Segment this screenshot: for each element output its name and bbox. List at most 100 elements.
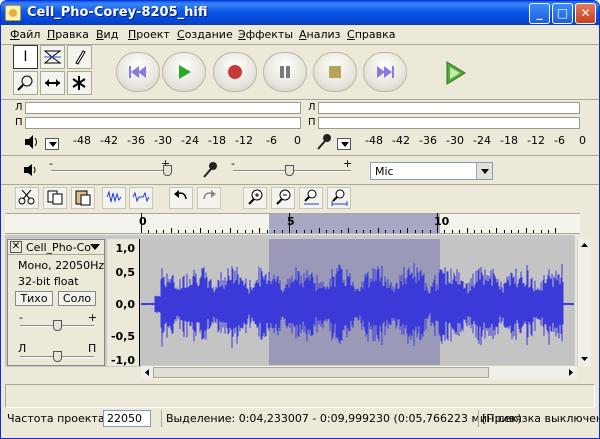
redo-button[interactable] [197, 187, 221, 209]
track-menu-arrow[interactable] [90, 244, 100, 250]
silence-button[interactable] [129, 187, 153, 209]
selection-tool[interactable]: I [13, 45, 38, 69]
output-volume-max: + [161, 157, 171, 170]
menu-project[interactable]: Проект [128, 28, 170, 41]
pause-icon [280, 66, 290, 78]
track-control-panel: ✕ Cell_Pho-Co Моно, 22050Hz 32-bit float… [7, 239, 105, 366]
stop-button[interactable] [313, 52, 357, 92]
trim-button[interactable] [102, 187, 126, 209]
redo-icon [203, 190, 216, 200]
fit-project-button[interactable] [327, 187, 351, 209]
draw-tool[interactable] [67, 45, 92, 69]
gain-slider[interactable] [53, 320, 62, 331]
close-button[interactable]: ✕ [575, 3, 596, 24]
fit-selection-icon [304, 189, 319, 205]
paste-button[interactable] [71, 187, 95, 209]
skip-to-end-button[interactable] [363, 52, 407, 92]
record-button[interactable] [213, 52, 257, 92]
fit-selection-button[interactable] [299, 187, 323, 209]
zoom-in-button[interactable] [243, 187, 267, 209]
hscroll-thumb[interactable] [153, 367, 489, 378]
amp-label-top: 1,0 [115, 242, 136, 255]
skip-to-start-button[interactable] [116, 52, 160, 92]
menu-analyze[interactable]: Анализ [299, 28, 341, 41]
toolbar-separator-1 [1, 99, 599, 100]
amp-label-half: 0,5 [115, 266, 136, 279]
zoom-out-button[interactable] [271, 187, 295, 209]
input-volume-slider[interactable] [285, 165, 294, 176]
output-volume-slider[interactable] [163, 165, 172, 176]
menu-help[interactable]: Справка [347, 28, 396, 41]
minimize-button[interactable]: _ [529, 3, 550, 24]
menu-generate[interactable]: Создание [177, 28, 233, 41]
scroll-right-icon[interactable] [565, 366, 577, 379]
status-divider-1 [161, 410, 162, 427]
record-right-label: П [308, 117, 316, 128]
ruler-minor-tick [414, 230, 416, 233]
skip-start-icon [129, 66, 146, 78]
pause-button[interactable] [263, 52, 307, 92]
undo-icon [174, 190, 187, 200]
menu-edit[interactable]: Правка [47, 28, 89, 41]
ruler-minor-tick [392, 230, 394, 233]
menu-file[interactable]: Файл [10, 28, 41, 41]
copy-button[interactable] [43, 187, 67, 209]
ruler-minor-tick [192, 230, 194, 233]
playback-right-label: П [15, 117, 23, 128]
ruler-minor-tick [178, 230, 179, 233]
input-volume-max: + [343, 157, 353, 170]
waveform[interactable] [141, 239, 574, 366]
scroll-left-icon[interactable] [141, 366, 153, 379]
vertical-scrollbar[interactable] [577, 239, 591, 366]
ruler-tick [466, 228, 468, 233]
record-left-label: Л [308, 102, 316, 113]
track-close-button[interactable]: ✕ [10, 241, 22, 253]
timeline-ruler[interactable]: 0 5 10 [5, 213, 580, 234]
solo-button[interactable]: Соло [58, 291, 96, 306]
amp-label-bottom: -1,0 [110, 354, 135, 367]
title-bar[interactable]: Cell_Pho-Corey-8205_hifi _ □ ✕ [1, 1, 599, 25]
envelope-tool[interactable] [40, 45, 65, 69]
record-meter-dropdown[interactable] [337, 138, 351, 150]
ruler-minor-tick [459, 230, 461, 233]
input-volume-min: - [231, 157, 235, 170]
menu-view[interactable]: Вид [96, 28, 119, 41]
waveform-path [141, 263, 574, 349]
track-format: Моно, 22050Hz [18, 259, 105, 272]
menu-bar: Файл Правка Вид Проект Создание Эффекты … [1, 25, 599, 44]
ruler-minor-tick [422, 230, 424, 233]
cut-button[interactable] [15, 187, 39, 209]
multi-tool[interactable] [67, 71, 92, 95]
zoom-tool[interactable] [13, 71, 38, 95]
ruler-minor-tick [340, 230, 342, 233]
ruler-tick [348, 228, 350, 233]
ruler-minor-tick [148, 230, 150, 233]
mute-button[interactable]: Тихо [15, 291, 53, 306]
ruler-tick [496, 228, 498, 233]
time-shift-tool[interactable] [40, 71, 65, 95]
playback-meter-left [25, 102, 301, 114]
horizontal-scrollbar[interactable] [141, 365, 577, 379]
menu-effects[interactable]: Эффекты [238, 28, 294, 41]
app-icon [5, 5, 21, 21]
ruler-tick [437, 213, 438, 233]
input-source-select[interactable]: Mic [370, 162, 493, 180]
speaker-icon [25, 135, 37, 149]
ruler-minor-tick [370, 230, 372, 233]
input-source-dropdown-arrow[interactable] [476, 163, 492, 179]
pan-slider[interactable] [53, 351, 62, 362]
ruler-tick [525, 228, 527, 233]
maximize-button[interactable]: □ [552, 3, 573, 24]
fit-project-icon [331, 189, 348, 206]
ruler-minor-tick [474, 230, 475, 233]
input-source-value: Mic [375, 165, 394, 178]
ruler-tick [141, 213, 142, 233]
play-button[interactable] [162, 52, 206, 92]
ruler-tick [407, 228, 409, 233]
ruler-tick [377, 228, 379, 233]
ruler-minor-tick [296, 230, 298, 233]
undo-button[interactable] [169, 187, 193, 209]
project-rate-field[interactable]: 22050 [103, 410, 151, 427]
track-name-row[interactable]: ✕ Cell_Pho-Co [8, 240, 104, 255]
playback-meter-dropdown[interactable] [45, 138, 59, 150]
